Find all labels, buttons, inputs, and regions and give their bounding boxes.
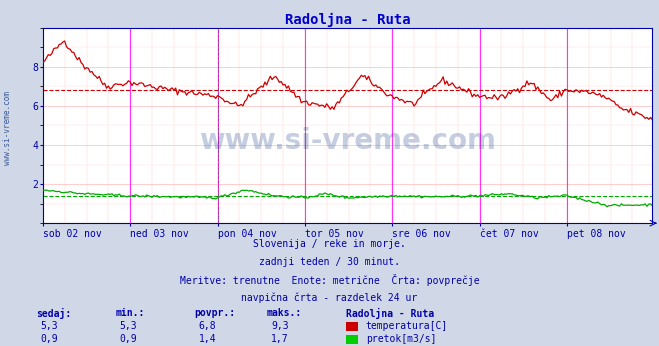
Text: 1,7: 1,7 [272, 335, 289, 344]
Text: Slovenija / reke in morje.: Slovenija / reke in morje. [253, 239, 406, 249]
Text: navpična črta - razdelek 24 ur: navpična črta - razdelek 24 ur [241, 293, 418, 303]
Text: zadnji teden / 30 minut.: zadnji teden / 30 minut. [259, 257, 400, 267]
Text: povpr.:: povpr.: [194, 308, 235, 318]
Text: 5,3: 5,3 [41, 321, 58, 331]
Text: Radoljna - Ruta: Radoljna - Ruta [346, 308, 434, 319]
Text: www.si-vreme.com: www.si-vreme.com [3, 91, 13, 165]
Text: 1,4: 1,4 [199, 335, 216, 344]
Text: 0,9: 0,9 [120, 335, 137, 344]
Text: sedaj:: sedaj: [36, 308, 71, 319]
Text: www.si-vreme.com: www.si-vreme.com [199, 127, 496, 155]
Text: temperatura[C]: temperatura[C] [366, 321, 448, 331]
Text: 9,3: 9,3 [272, 321, 289, 331]
Text: min.:: min.: [115, 308, 145, 318]
Text: 0,9: 0,9 [41, 335, 58, 344]
Text: 5,3: 5,3 [120, 321, 137, 331]
Text: maks.:: maks.: [267, 308, 302, 318]
Title: Radoljna - Ruta: Radoljna - Ruta [285, 12, 411, 27]
Text: pretok[m3/s]: pretok[m3/s] [366, 335, 436, 344]
Text: 6,8: 6,8 [199, 321, 216, 331]
Text: Meritve: trenutne  Enote: metrične  Črta: povprečje: Meritve: trenutne Enote: metrične Črta: … [180, 274, 479, 286]
